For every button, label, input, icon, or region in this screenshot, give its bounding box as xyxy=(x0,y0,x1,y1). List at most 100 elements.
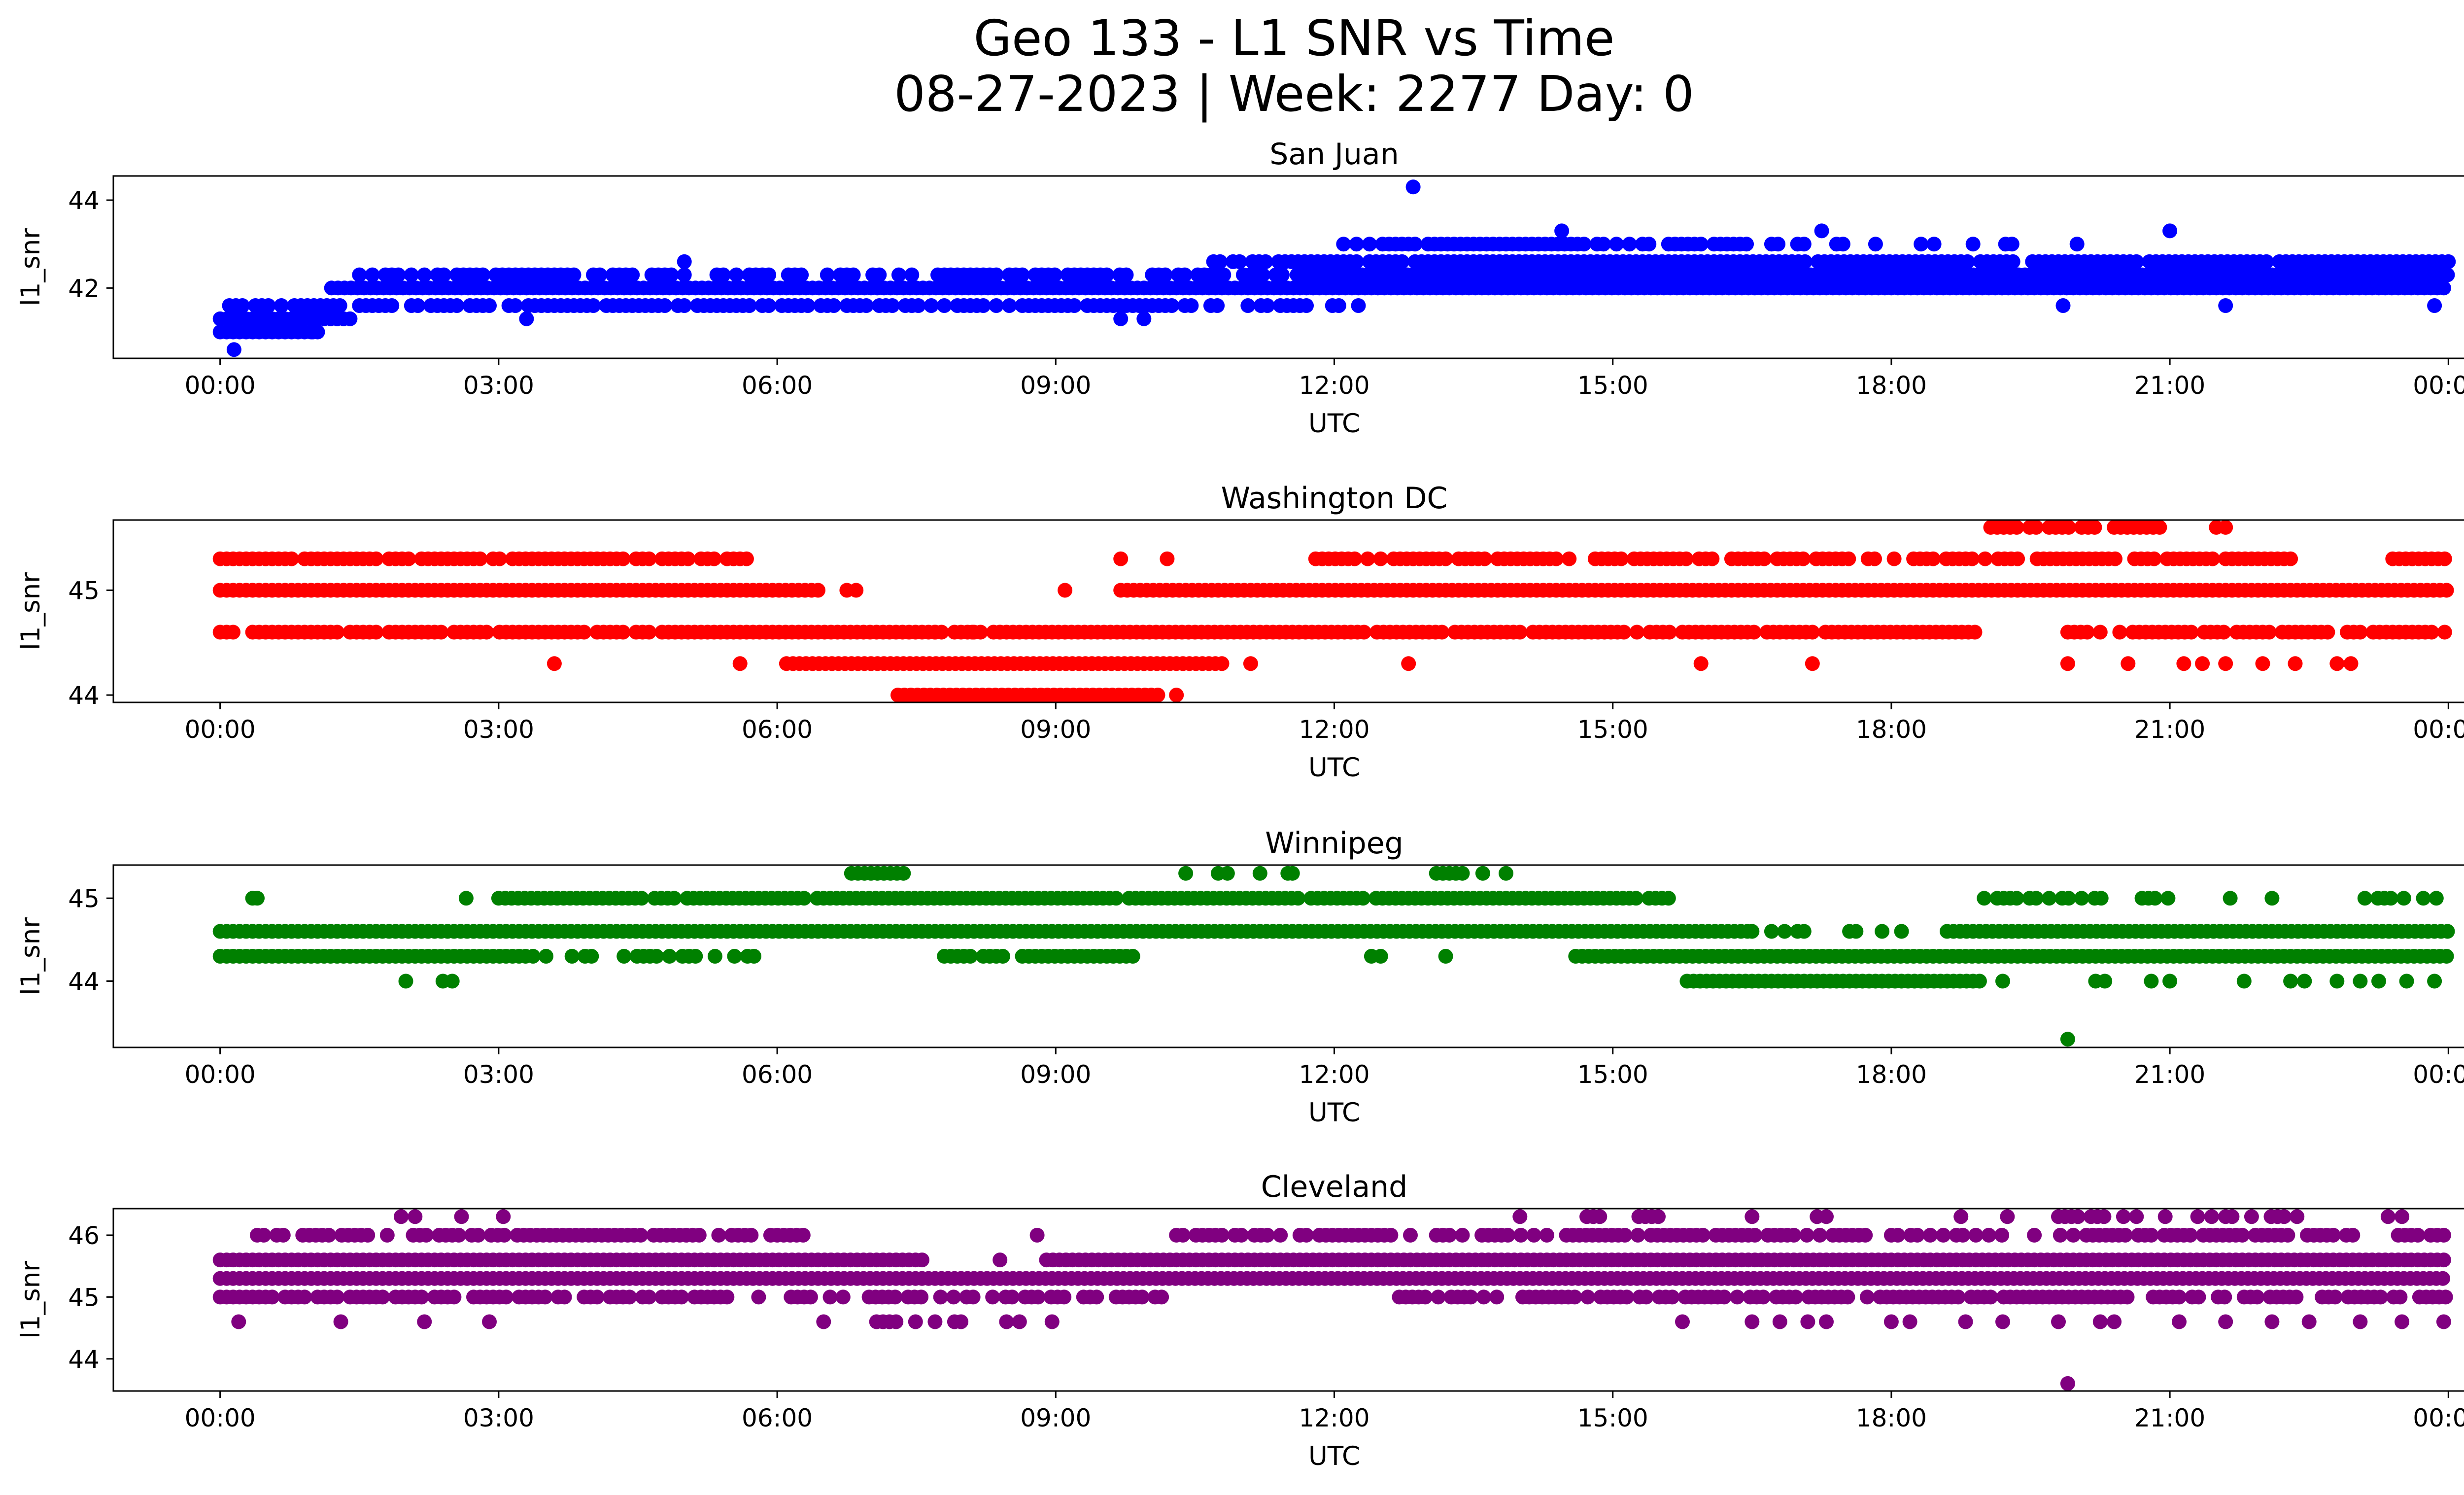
data-point xyxy=(642,551,657,566)
data-point xyxy=(2027,1227,2042,1243)
data-point xyxy=(1693,656,1709,671)
chart-title: Geo 133 - L1 SNR vs Time xyxy=(974,9,1615,67)
data-point xyxy=(1562,551,1577,566)
data-point xyxy=(1232,254,1247,269)
band-washington-dc-4 xyxy=(212,583,825,598)
data-point xyxy=(1592,1209,1608,1224)
data-point xyxy=(1258,254,1273,269)
band-winnipeg-3 xyxy=(1568,949,2454,964)
x-tick-label: 15:00 xyxy=(1577,1060,1648,1089)
data-point xyxy=(681,551,696,566)
band-washington-dc-1 xyxy=(779,656,1230,671)
data-point xyxy=(739,551,754,566)
band-cleveland-9 xyxy=(2051,1209,2144,1224)
data-point xyxy=(2129,254,2144,269)
data-point xyxy=(342,311,358,326)
data-point xyxy=(904,267,920,282)
data-point xyxy=(1967,625,1983,640)
data-point xyxy=(1799,1227,1814,1243)
data-point xyxy=(1438,551,1453,566)
data-point xyxy=(2042,891,2057,906)
data-point xyxy=(1867,551,1882,566)
data-point xyxy=(716,267,731,282)
data-point xyxy=(662,949,677,964)
data-point xyxy=(1383,1227,1399,1243)
data-point xyxy=(992,625,1008,640)
data-point xyxy=(954,1314,969,1329)
data-point xyxy=(231,1314,246,1329)
data-point xyxy=(2427,298,2442,313)
data-point xyxy=(1902,1314,1917,1329)
data-point xyxy=(1407,237,1423,252)
y-axis-label: l1_snr xyxy=(16,228,46,306)
data-point xyxy=(1243,656,1258,671)
panel-san-juan: San Juan 00:00 03:00 06:00 09:00 12:00 15:00 18… xyxy=(16,137,2464,439)
data-point xyxy=(2217,1289,2232,1305)
y-tick-label: 45 xyxy=(68,576,100,605)
data-point xyxy=(2395,1314,2410,1329)
data-point xyxy=(1619,1289,1634,1305)
x-tick-label: 21:00 xyxy=(2134,715,2205,744)
data-point xyxy=(1455,1227,1470,1243)
data-point xyxy=(2353,973,2368,989)
data-point xyxy=(1958,1314,1973,1329)
data-point xyxy=(707,949,722,964)
data-point xyxy=(1513,1227,1529,1243)
data-point xyxy=(914,1289,929,1305)
data-point xyxy=(1796,237,1812,252)
data-point xyxy=(747,949,761,964)
data-point xyxy=(1134,1289,1150,1305)
data-point xyxy=(1747,1227,1762,1243)
data-point xyxy=(2437,551,2452,566)
data-point xyxy=(2329,656,2345,671)
data-point xyxy=(963,949,978,964)
x-tick-label: 06:00 xyxy=(742,371,813,400)
data-point xyxy=(1477,551,1492,566)
data-point xyxy=(800,298,816,313)
band-washington-dc-9 xyxy=(1983,520,2167,535)
data-point xyxy=(2218,298,2233,313)
x-tick-label: 06:00 xyxy=(742,1404,813,1432)
x-tick-label: 00:00 xyxy=(185,715,256,744)
x-tick-label: 09:00 xyxy=(1020,1404,1091,1432)
data-point xyxy=(2074,891,2089,906)
data-point xyxy=(2121,656,2136,671)
data-point xyxy=(492,551,507,566)
y-tick-label: 44 xyxy=(68,1345,100,1374)
data-point xyxy=(1841,551,1856,566)
data-point xyxy=(642,1289,657,1305)
data-point xyxy=(688,949,703,964)
data-point xyxy=(2097,973,2113,989)
data-point xyxy=(547,656,562,671)
data-point xyxy=(1910,1227,1925,1243)
data-point xyxy=(1613,551,1629,566)
data-point xyxy=(1512,1209,1528,1224)
data-point xyxy=(360,1227,376,1243)
data-point xyxy=(445,973,460,989)
x-tick-label: 00:00 xyxy=(185,1060,256,1089)
data-point xyxy=(1797,254,1813,269)
data-point xyxy=(2066,1227,2081,1243)
data-point xyxy=(642,625,657,640)
data-point xyxy=(2264,1314,2280,1329)
data-point xyxy=(1955,1227,1970,1243)
data-point xyxy=(2061,891,2076,906)
data-point xyxy=(1576,237,1592,252)
chart-subtitle: 08-27-2023 | Week: 2277 Day: 0 xyxy=(894,65,1694,123)
data-point xyxy=(1044,1314,1060,1329)
band-san-juan-4 xyxy=(324,280,2451,296)
data-point xyxy=(1395,254,1409,269)
data-point xyxy=(2297,973,2312,989)
data-point xyxy=(2283,551,2298,566)
data-point xyxy=(297,1289,312,1305)
band-winnipeg-9 xyxy=(2134,891,2176,906)
data-point xyxy=(2373,1289,2388,1305)
data-point xyxy=(446,1289,462,1305)
data-point xyxy=(2055,298,2071,313)
data-point xyxy=(2060,656,2075,671)
data-point xyxy=(1786,1227,1802,1243)
x-tick-label: 03:00 xyxy=(463,715,534,744)
data-point xyxy=(2353,625,2368,640)
data-point xyxy=(2028,891,2044,906)
